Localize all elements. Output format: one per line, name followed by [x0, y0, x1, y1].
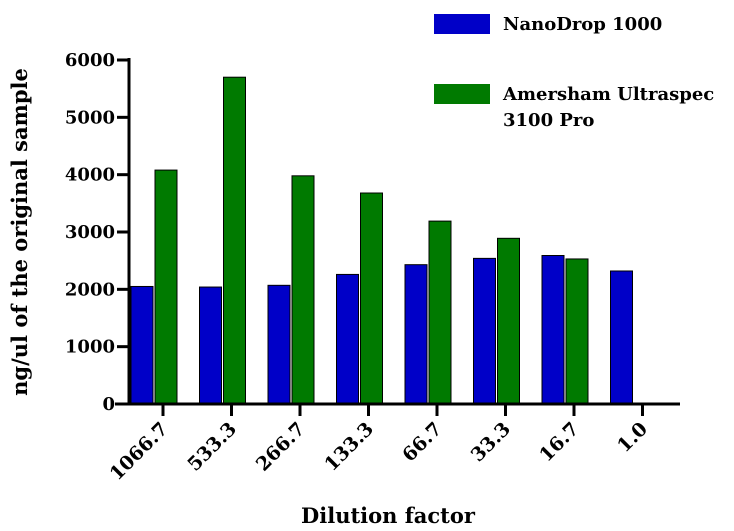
x-axis-title: Dilution factor — [301, 503, 476, 528]
y-tick-label: 2000 — [65, 279, 115, 300]
x-tick-label: 16.7 — [535, 418, 583, 466]
y-tick-label: 3000 — [65, 222, 115, 243]
x-tick-label: 1.0 — [613, 418, 652, 457]
bar-amersham-533.3 — [223, 76, 246, 405]
x-tick-label: 66.7 — [398, 418, 446, 466]
bar-nanodrop-533.3 — [199, 286, 222, 405]
bar-amersham-16.7 — [565, 258, 589, 405]
legend-swatch-amersham — [434, 84, 490, 104]
bar-amersham-1066.7 — [154, 169, 178, 405]
x-tick-label: 1066.7 — [106, 418, 173, 485]
bar-nanodrop-16.7 — [541, 255, 565, 405]
bars-layer — [130, 76, 633, 405]
bar-nanodrop-1.0 — [610, 270, 633, 405]
x-tick-label: 266.7 — [252, 418, 310, 476]
y-tick-label: 0 — [102, 394, 115, 415]
bar-nanodrop-133.3 — [336, 273, 359, 405]
bar-nanodrop-266.7 — [267, 284, 291, 405]
legend: NanoDrop 1000 Amersham Ultraspec 3100 Pr… — [434, 14, 714, 131]
bar-nanodrop-66.7 — [404, 264, 428, 405]
bar-nanodrop-1066.7 — [130, 285, 154, 405]
y-tick-label: 4000 — [65, 165, 115, 186]
legend-label-nanodrop: NanoDrop 1000 — [503, 14, 662, 35]
y-axis-title: ng/ul of the original sample — [7, 68, 32, 396]
legend-swatch-nanodrop — [434, 14, 490, 34]
x-tick-label: 533.3 — [183, 418, 241, 476]
bar-nanodrop-33.3 — [473, 257, 496, 405]
x-tick-label: 133.3 — [320, 418, 378, 476]
bar-amersham-66.7 — [428, 220, 452, 405]
legend-label-amersham-line2: 3100 Pro — [503, 110, 594, 131]
y-tick-label: 1000 — [65, 337, 115, 358]
bar-amersham-33.3 — [497, 237, 520, 405]
x-tick-label: 33.3 — [467, 418, 515, 466]
legend-label-amersham-line1: Amersham Ultraspec — [502, 84, 714, 105]
bar-amersham-133.3 — [360, 192, 383, 405]
y-tick-label: 6000 — [65, 50, 115, 71]
y-tick-label: 5000 — [65, 107, 115, 128]
bar-amersham-266.7 — [291, 175, 315, 405]
